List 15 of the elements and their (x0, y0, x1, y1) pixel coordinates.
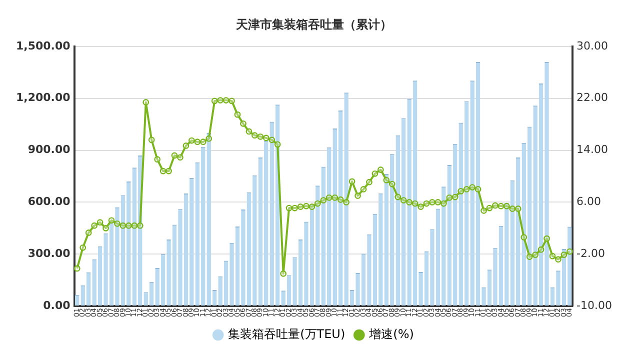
y2-tick-label: 6.00 (576, 195, 602, 208)
y-tick-label: 1,200.00 (16, 91, 71, 104)
y2-tick-label: 30.00 (576, 39, 608, 52)
y2-tick-label: 14.00 (576, 143, 608, 156)
y-tick-label: 600.00 (28, 195, 71, 208)
y-tick-label: 0.00 (43, 298, 71, 312)
y2-tick-label: -10.00 (576, 298, 612, 312)
y-tick-label: 1,500.00 (16, 39, 71, 52)
legend-label: 增速(%) (368, 327, 414, 342)
legend-label: 集装箱吞吐量(万TEU) (228, 327, 346, 342)
y-tick-label: 900.00 (28, 143, 71, 156)
y2-tick-label: 22.00 (576, 91, 608, 104)
chart-title: 天津市集装箱吞吐量（累计） (235, 17, 392, 32)
y2-tick-label: -2.00 (576, 247, 606, 260)
y-tick-label: 300.00 (28, 247, 71, 260)
